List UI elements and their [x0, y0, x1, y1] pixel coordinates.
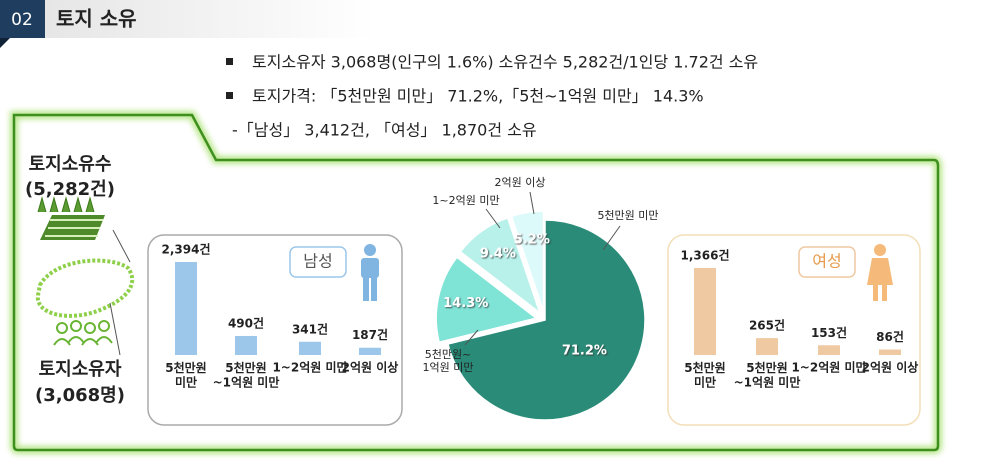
value-label: 153건 [811, 325, 847, 340]
bar [359, 347, 381, 355]
category-label: 5천만원 미만 [165, 360, 206, 389]
bar [694, 268, 716, 355]
title-box [798, 246, 856, 278]
leader-line [529, 191, 535, 215]
female-panel [667, 234, 921, 426]
bar [299, 341, 321, 355]
island-icon [35, 258, 135, 318]
bar [818, 345, 840, 355]
leader-line [602, 225, 621, 251]
category-label: 5천만원 미만 [597, 208, 658, 222]
pie-slice [459, 217, 542, 315]
owner-value: (3,068명) [35, 385, 125, 406]
leader-line [464, 329, 479, 346]
value-label: 86건 [876, 329, 904, 344]
connector [109, 302, 121, 356]
category-label: 2억원 이상 [495, 176, 546, 189]
count-value: (5,282건) [25, 179, 115, 200]
male-icon [361, 244, 379, 301]
bar [756, 338, 778, 355]
value-label: 265건 [749, 318, 785, 333]
bar [879, 349, 901, 355]
field-icon [37, 196, 105, 240]
value-label: 2,394건 [162, 242, 211, 257]
bullet-icon [226, 92, 233, 99]
people-icon [53, 320, 113, 346]
bar [235, 335, 257, 355]
header-title: 토지 소유 [56, 7, 137, 31]
category-label: 5천만원 미만 [684, 360, 725, 389]
category-label: 5천만원~1억원 미만 [423, 347, 474, 374]
chart-title: 남성 [303, 252, 332, 271]
bullet: 토지가격: 「5천만원 미만」 71.2%,「5천~1억원 미만」 14.3% [252, 87, 704, 106]
pie-slice [510, 210, 545, 312]
value-label: 341건 [292, 321, 328, 336]
male-panel [147, 234, 403, 426]
count-label: 토지소유수 [29, 154, 112, 175]
category-label: 2억원 이상 [342, 360, 399, 375]
category-label: 5천만원~1억원 미만 [734, 360, 801, 389]
bar [175, 262, 197, 355]
value-label: 9.4% [480, 247, 516, 262]
category-label: 1~2억원 미만 [432, 194, 499, 207]
pie-slice [435, 256, 538, 344]
value-label: 187건 [352, 327, 388, 342]
bullet: 토지소유자 3,068명(인구의 1.6%) 소유건수 5,282건/1인당 1… [252, 53, 758, 72]
category-label: 5천만원~1억원 미만 [213, 360, 280, 389]
sub-bullet: -「남성」 3,412건, 「여성」 1,870건 소유 [232, 121, 537, 140]
header-band [45, 0, 375, 38]
female-icon [867, 244, 893, 301]
header-number: 02 [11, 10, 33, 30]
pie-slice [447, 219, 646, 421]
value-label: 5.2% [514, 233, 550, 248]
header-number-box [0, 0, 45, 38]
value-label: 1,366건 [681, 248, 730, 263]
frame [12, 113, 940, 452]
value-label: 71.2% [562, 343, 607, 358]
value-label: 14.3% [443, 296, 488, 311]
category-label: 1~2억원 미만 [272, 360, 347, 375]
leader-line [485, 208, 501, 229]
chart-title: 여성 [812, 252, 841, 271]
value-label: 490건 [228, 315, 264, 330]
title-box [289, 246, 347, 278]
owner-label: 토지소유자 [39, 359, 122, 380]
category-label: 1~2억원 미만 [791, 360, 866, 375]
connector [112, 229, 131, 263]
header-fold [0, 38, 10, 48]
bullet-icon [226, 58, 233, 65]
category-label: 2억원 이상 [862, 360, 919, 375]
